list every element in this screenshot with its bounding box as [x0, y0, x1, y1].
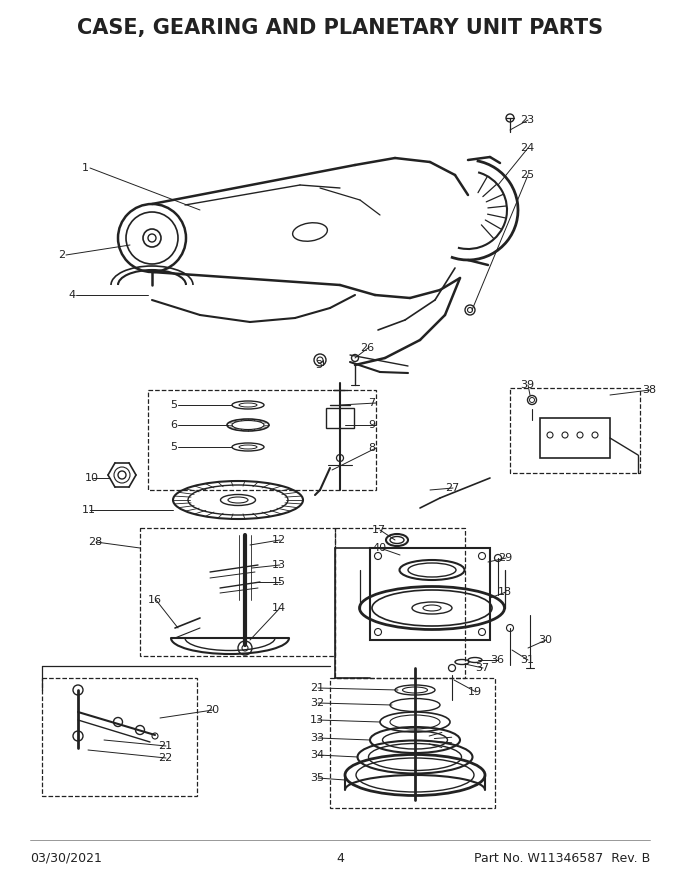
Text: 27: 27 — [445, 483, 459, 493]
Text: 5: 5 — [170, 400, 177, 410]
Text: 30: 30 — [538, 635, 552, 645]
Text: 22: 22 — [158, 753, 172, 763]
Text: 15: 15 — [272, 577, 286, 587]
Text: 39: 39 — [520, 380, 534, 390]
Text: 4: 4 — [68, 290, 75, 300]
Bar — [42, 678, 197, 796]
Text: 6: 6 — [170, 420, 177, 430]
Text: 23: 23 — [520, 115, 534, 125]
Text: 03/30/2021: 03/30/2021 — [30, 852, 102, 864]
Bar — [330, 678, 495, 808]
Text: CASE, GEARING AND PLANETARY UNIT PARTS: CASE, GEARING AND PLANETARY UNIT PARTS — [77, 18, 603, 38]
Bar — [370, 548, 490, 640]
Text: 37: 37 — [475, 663, 489, 673]
Text: 36: 36 — [490, 655, 504, 665]
Text: 29: 29 — [498, 553, 512, 563]
Text: 33: 33 — [310, 733, 324, 743]
Text: 13: 13 — [272, 560, 286, 570]
Text: 9: 9 — [368, 420, 375, 430]
Bar — [148, 390, 376, 490]
Text: 2: 2 — [58, 250, 65, 260]
Text: 16: 16 — [148, 595, 162, 605]
Text: 3: 3 — [315, 360, 322, 370]
Text: 8: 8 — [368, 443, 375, 453]
Bar — [140, 528, 335, 656]
Bar — [510, 388, 640, 473]
Text: 17: 17 — [372, 525, 386, 535]
Bar — [326, 408, 354, 428]
Text: 10: 10 — [85, 473, 99, 483]
Text: 7: 7 — [368, 398, 375, 408]
Text: Part No. W11346587  Rev. B: Part No. W11346587 Rev. B — [474, 852, 650, 864]
Text: 40: 40 — [372, 543, 386, 553]
Text: 25: 25 — [520, 170, 534, 180]
Text: 13: 13 — [310, 715, 324, 725]
Text: 24: 24 — [520, 143, 534, 153]
Text: 38: 38 — [642, 385, 656, 395]
Text: 12: 12 — [272, 535, 286, 545]
Text: 21: 21 — [158, 741, 172, 751]
Text: 35: 35 — [310, 773, 324, 783]
Bar — [335, 528, 465, 678]
Bar — [540, 418, 610, 458]
Text: 14: 14 — [272, 603, 286, 613]
Text: 21: 21 — [310, 683, 324, 693]
Text: 19: 19 — [468, 687, 482, 697]
Text: 20: 20 — [205, 705, 219, 715]
Text: 32: 32 — [310, 698, 324, 708]
Text: 34: 34 — [310, 750, 324, 760]
Text: 31: 31 — [520, 655, 534, 665]
Text: 1: 1 — [82, 163, 89, 173]
Text: 11: 11 — [82, 505, 96, 515]
Text: 5: 5 — [170, 442, 177, 452]
Text: 18: 18 — [498, 587, 512, 597]
Text: 4: 4 — [336, 852, 344, 864]
Text: 28: 28 — [88, 537, 102, 547]
Text: 26: 26 — [360, 343, 374, 353]
